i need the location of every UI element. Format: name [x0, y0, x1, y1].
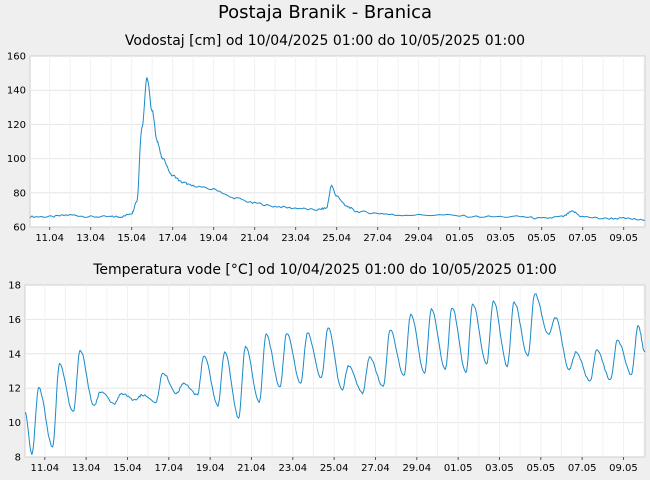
y-tick-label: 60 [13, 223, 26, 234]
x-tick-label: 03.05 [486, 233, 515, 244]
x-tick-label: 13.04 [72, 463, 101, 474]
y-tick-label: 100 [7, 154, 26, 165]
x-tick-label: 17.04 [158, 233, 187, 244]
x-tick-label: 21.04 [237, 463, 266, 474]
x-tick-label: 29.04 [404, 233, 433, 244]
x-tick-label: 25.04 [322, 233, 351, 244]
chart-title-1: Vodostaj [cm] od 10/04/2025 01:00 do 10/… [125, 33, 525, 49]
x-tick-label: 05.05 [527, 233, 556, 244]
y-tick-label: 10 [8, 418, 21, 429]
plot-area-1 [29, 55, 646, 228]
x-tick-label: 17.04 [154, 463, 183, 474]
x-tick-label: 13.04 [76, 233, 105, 244]
x-tick-label: 15.04 [113, 463, 142, 474]
x-tick-label: 01.05 [444, 463, 473, 474]
plot-area-2 [24, 284, 646, 458]
y-tick-label: 14 [8, 349, 21, 360]
y-tick-label: 12 [8, 384, 21, 395]
y-tick-label: 8 [15, 453, 21, 464]
y-tick-label: 18 [8, 281, 21, 292]
x-tick-label: 09.05 [609, 463, 638, 474]
x-tick-label: 01.05 [445, 233, 474, 244]
x-tick-label: 27.04 [361, 463, 390, 474]
x-tick-label: 23.04 [278, 463, 307, 474]
y-tick-label: 140 [7, 86, 26, 97]
x-tick-label: 19.04 [196, 463, 225, 474]
x-tick-label: 27.04 [363, 233, 392, 244]
x-tick-label: 09.05 [609, 233, 638, 244]
y-tick-label: 80 [13, 188, 26, 199]
x-tick-label: 25.04 [320, 463, 349, 474]
x-tick-label: 11.04 [30, 463, 59, 474]
x-tick-label: 03.05 [485, 463, 514, 474]
x-tick-label: 07.05 [568, 463, 597, 474]
x-tick-label: 15.04 [117, 233, 146, 244]
y-tick-label: 120 [7, 120, 26, 131]
x-tick-label: 23.04 [281, 233, 310, 244]
y-tick-label: 160 [7, 52, 26, 63]
series-line-1 [29, 77, 645, 221]
x-tick-label: 05.05 [526, 463, 555, 474]
x-tick-label: 29.04 [402, 463, 431, 474]
chart-title-2: Temperatura vode [°C] od 10/04/2025 01:0… [92, 262, 557, 278]
x-tick-label: 21.04 [240, 233, 269, 244]
x-tick-label: 07.05 [568, 233, 597, 244]
y-tick-label: 16 [8, 315, 21, 326]
x-tick-label: 11.04 [35, 233, 64, 244]
x-tick-label: 19.04 [199, 233, 228, 244]
series-line-2 [24, 293, 646, 456]
page-title: Postaja Branik - Branica [217, 2, 433, 23]
